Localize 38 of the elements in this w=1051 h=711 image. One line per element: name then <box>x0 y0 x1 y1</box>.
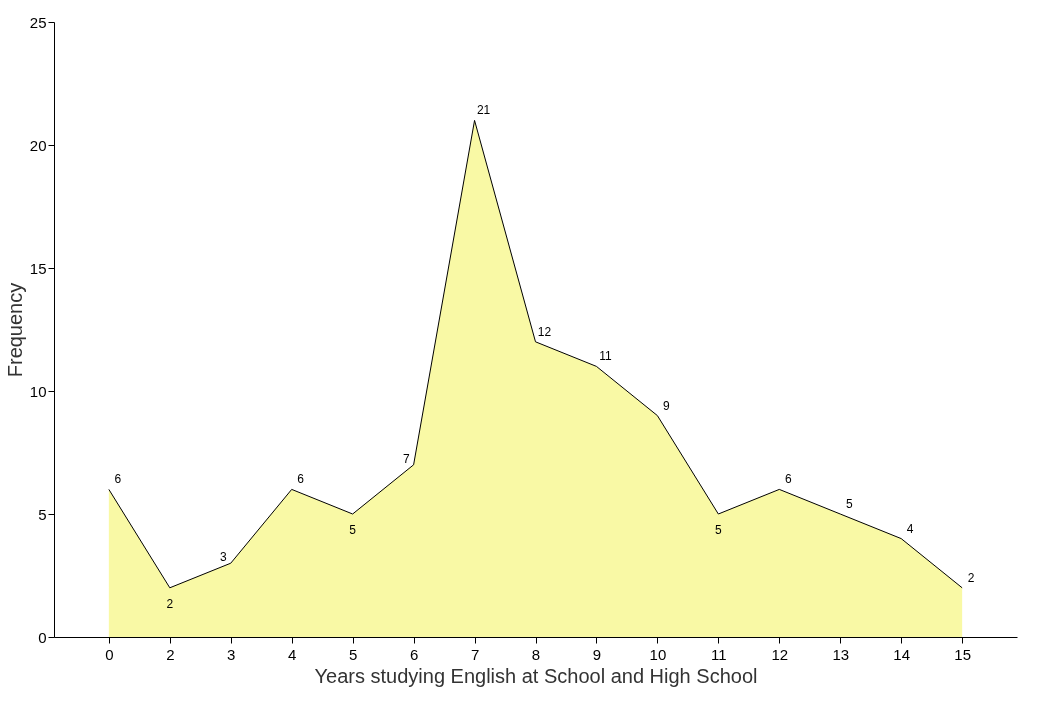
data-label: 6 <box>114 472 122 487</box>
y-tick-label: 15 <box>29 259 47 277</box>
y-tick-label: 0 <box>38 628 47 646</box>
data-label: 7 <box>402 451 410 466</box>
x-tick-label: 13 <box>832 645 850 663</box>
data-label: 9 <box>663 398 671 413</box>
x-tick-label: 2 <box>166 645 175 663</box>
x-tick-label: 15 <box>954 645 971 663</box>
x-tick-label: 6 <box>409 645 419 663</box>
x-tick-label: 0 <box>105 645 114 663</box>
data-label: 11 <box>599 349 612 364</box>
y-tick-label: 20 <box>29 136 47 154</box>
data-label: 2 <box>166 596 174 611</box>
data-label: 4 <box>906 521 914 536</box>
x-tick-label: 10 <box>649 645 667 663</box>
x-tick-label: 3 <box>227 645 236 663</box>
data-label: 12 <box>537 324 552 339</box>
data-label: 2 <box>967 570 975 585</box>
y-tick-label: 5 <box>38 505 47 523</box>
x-tick-label: 8 <box>531 645 541 663</box>
data-label: 5 <box>845 497 853 511</box>
y-tick-label: 25 <box>29 13 47 31</box>
data-label: 3 <box>220 550 228 565</box>
x-tick-label: 11 <box>711 645 727 663</box>
x-tick-label: 5 <box>348 645 358 663</box>
x-tick-label: 7 <box>470 645 480 663</box>
data-label: 6 <box>784 472 792 487</box>
x-tick-label: 9 <box>592 645 602 663</box>
data-label: 5 <box>715 523 722 537</box>
x-tick-label: 14 <box>893 645 911 663</box>
x-tick-label: 12 <box>771 645 789 663</box>
data-label: 21 <box>476 103 491 118</box>
y-axis-title: Frequency <box>3 282 26 378</box>
y-tick-label: 10 <box>29 382 47 400</box>
data-label: 5 <box>349 523 357 537</box>
x-axis-title: Years studying English at School and High School <box>314 664 758 687</box>
data-label: 6 <box>297 472 305 487</box>
x-tick-label: 4 <box>288 645 297 663</box>
